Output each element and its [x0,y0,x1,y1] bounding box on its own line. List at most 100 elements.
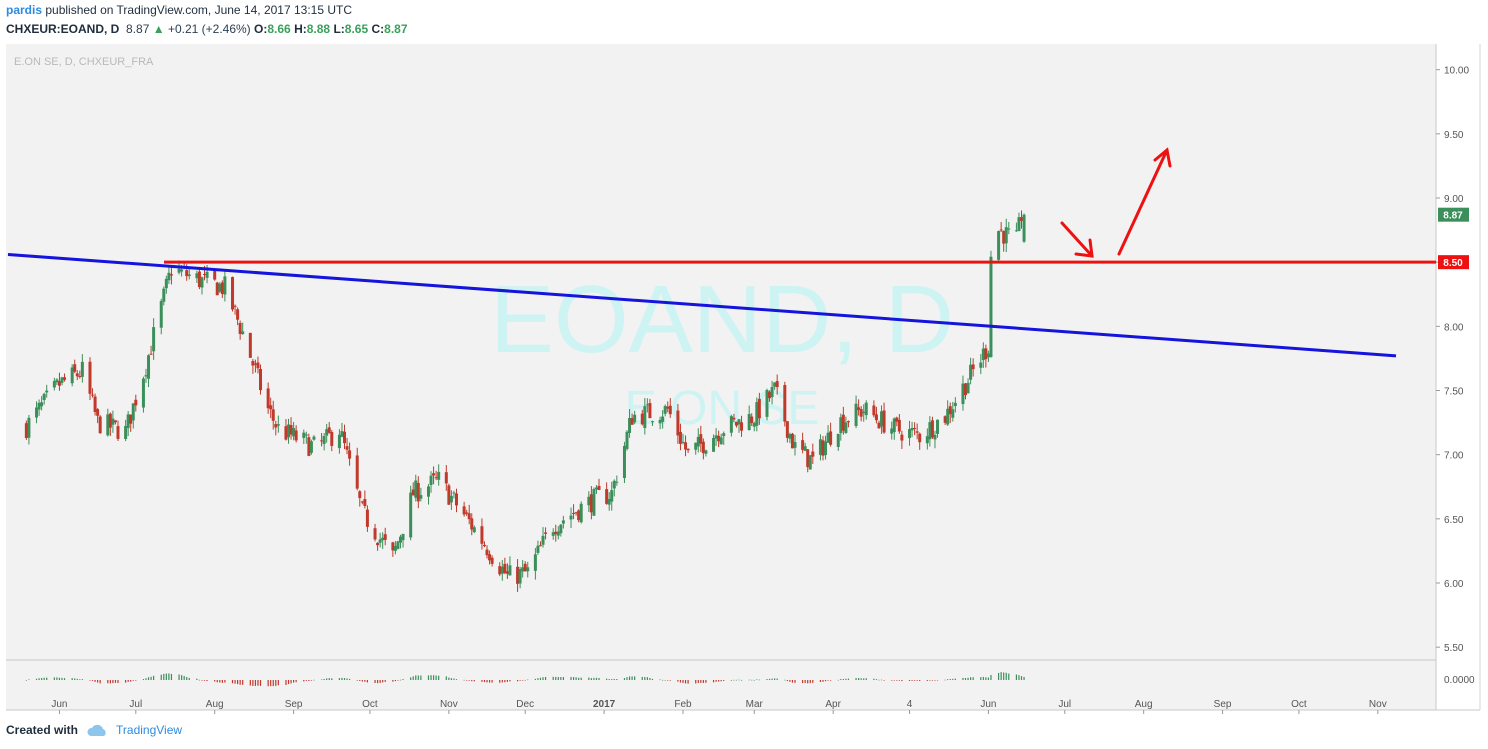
oscillator-bar [616,679,618,680]
candle-body [668,405,672,415]
oscillator-bar [623,678,626,680]
oscillator-bar [203,680,206,681]
trendline[interactable] [7,252,1397,358]
oscillator-bar [463,679,465,681]
candle-body [625,431,629,449]
candle-body [925,436,929,444]
oscillator-bar [379,680,381,683]
candle-body [953,402,957,407]
candle-body [663,406,667,414]
oscillator-bar [254,680,257,686]
candle-body [643,406,647,429]
candle-body [480,526,484,544]
arrow-down-annotation[interactable] [1060,221,1094,258]
oscillator-bar [934,680,936,681]
oscillator-bar [967,677,969,680]
price-tick-label: 10.00 [1444,66,1469,77]
oscillator-bar [837,679,839,681]
time-tick-label: Jul [1058,699,1071,710]
oscillator-bar [356,680,358,681]
candle-body [526,567,530,572]
candle-body [449,495,453,503]
oscillator-bar [873,678,875,680]
candle-body [381,537,385,541]
candle-body [750,416,754,424]
candle-body [113,420,117,423]
candlestick-series [24,210,1026,592]
candle-body [877,422,881,429]
candle-body [536,545,540,553]
author-link[interactable]: pardis [6,3,43,17]
candle-body [722,433,726,437]
tradingview-cloud-icon[interactable] [86,724,110,738]
oscillator-bar [417,675,419,680]
oscillator-bar [471,680,473,682]
candle-body [307,437,311,456]
oscillator-bar [697,680,699,684]
candle-body [129,414,133,424]
candle-body [274,424,278,428]
oscillator-bar [346,678,348,680]
candle-body [238,322,242,334]
oscillator-bar [1003,672,1005,680]
oscillator-bar [875,679,878,680]
time-tick-label: Sep [1214,699,1232,710]
time-tick-label: Aug [1135,699,1153,710]
candle-body [462,506,466,515]
oscillator-bar [178,674,180,680]
candle-body [770,386,774,398]
oscillator-bar [774,678,776,680]
candle-body [322,436,326,444]
candle-body [348,450,352,459]
candle-body [88,361,92,394]
candle-body [913,427,917,429]
candle-body [676,410,680,436]
tradingview-link[interactable]: TradingView [116,723,183,737]
candle-body [60,377,64,383]
candle-body [824,441,828,455]
oscillator-bar [183,675,185,680]
candle-body [946,408,950,425]
oscillator-bar [544,676,547,680]
candle-body [37,402,41,410]
candle-body [304,434,308,436]
arrow-up-annotation[interactable] [1117,147,1172,256]
candle-body [785,421,789,438]
candle-body [490,557,494,564]
time-tick-label: Mar [746,699,764,710]
candle-body [574,512,578,514]
candle-body [808,455,812,470]
oscillator-bar [25,680,27,681]
candle-body [773,382,777,387]
candle-body [633,414,637,423]
candle-body [505,571,509,574]
oscillator-bar [473,680,475,682]
oscillator-bar [784,679,786,681]
oscillator-bar [1000,672,1002,680]
candle-body [681,441,685,443]
candle-body [393,545,397,551]
oscillator-bar [150,676,152,680]
oscillator-bar [664,679,666,681]
time-tick-label: Jul [129,699,142,710]
candle-body [124,425,128,439]
oscillator-bar [687,680,689,684]
candle-body [345,446,349,450]
candle-body [35,407,39,418]
candle-body [55,379,59,383]
oscillator-bar [486,680,488,683]
candle-body [248,332,252,358]
oscillator-bar [740,679,743,681]
candle-body [233,305,237,307]
candle-body [966,382,970,394]
candle-body [96,409,100,416]
oscillator-bar [1020,676,1023,680]
oscillator-bar [81,679,83,680]
candle-body [241,331,245,335]
oscillator-bar [142,679,145,680]
oscillator-bar [987,677,990,680]
candle-body [437,471,441,480]
candle-body [811,451,815,457]
candle-body [337,434,341,449]
